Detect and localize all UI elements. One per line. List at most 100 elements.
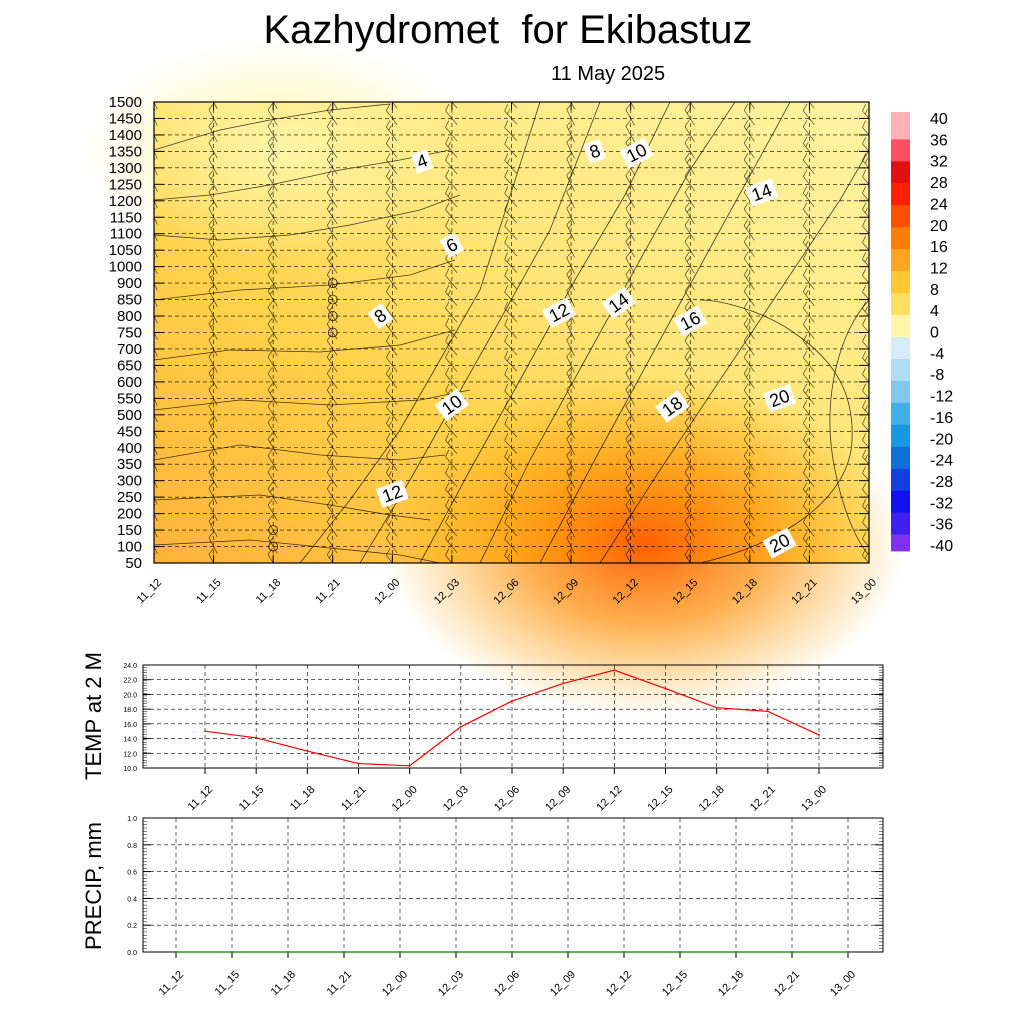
barb-flag [746,125,750,131]
barb-flag [386,186,391,193]
barb-flag [267,366,273,374]
wind-barb [684,185,695,208]
data-point [357,762,360,765]
wind-barb [625,169,635,192]
colorbar-swatch [891,117,910,124]
barb-staff [326,472,338,488]
barb-flag [210,520,215,525]
colorbar-label: 8 [930,282,939,299]
wind-barb [743,120,755,142]
barb-flag [625,416,631,423]
barb-flag [504,120,509,128]
barb-staff [154,422,158,439]
barb-staff [743,102,755,109]
barb-flag [504,186,509,194]
colorbar-swatch [891,227,910,234]
barb-flag [568,421,573,427]
plot-frame [142,817,884,953]
x-tick-label: 12_03 [441,784,471,814]
wind-barb [386,268,398,290]
barb-flag [743,120,749,127]
contour-label: 14 [745,178,779,207]
barb-staff [566,323,575,340]
barb-flag [684,465,690,473]
barb-staff [386,291,398,307]
barb-flag [743,350,749,358]
wind-barb [625,515,635,538]
barb-flag [625,515,631,522]
data-point [231,951,233,953]
barb-flag [386,515,391,523]
wind-barb [386,350,398,373]
barb-flag [208,268,214,275]
colorbar-swatch [891,221,910,228]
colorbar-label: 12 [930,260,948,277]
barb-flag [862,416,867,424]
wind-barb [208,202,218,225]
barb-flag [684,235,690,242]
wind-barb [743,251,755,274]
colorbar-swatch [891,331,910,338]
wind-barb [326,531,338,554]
colorbar-label: 4 [930,303,939,320]
colorbar-swatch [891,358,910,365]
wind-barb [802,186,815,208]
colorbar-swatch [891,507,910,513]
wind-barb [743,449,755,471]
barb-flag [445,103,450,111]
colorbar-swatch [891,413,910,420]
isotherm-closed [829,299,869,556]
barb-flag [684,334,690,341]
contour-label-bg [583,139,607,164]
barb-staff [504,489,518,504]
barb-flag [743,251,749,259]
wind-barb [625,218,635,241]
colorbar-swatch [891,435,910,442]
wind-barb [267,218,278,241]
barb-flag [208,548,214,555]
barb-flag [625,218,631,226]
wind-barb [267,498,278,521]
isotherm [154,259,456,301]
colorbar-swatch [891,254,910,261]
wind-barb [802,449,815,471]
barb-staff [625,471,635,488]
wind-barb [326,367,338,389]
barb-staff [504,110,518,125]
wind-barb [802,367,815,389]
barb-staff [862,407,869,422]
barb-flag [267,498,273,506]
barb-staff [625,323,635,340]
barb-staff [208,455,218,472]
wind-barb [386,136,398,158]
barb-staff [445,472,458,488]
colorbar-swatch [891,430,910,437]
barb-staff [862,324,869,339]
barb-flag [507,356,511,362]
barb-staff [326,538,338,554]
wind-barb [684,449,695,472]
barb-staff [208,191,218,209]
barb-staff [386,357,398,373]
barb-flag [329,306,333,312]
data-point [562,682,565,685]
wind-barb [267,432,278,455]
barb-flag [208,136,214,143]
isotherm [419,102,671,563]
wind-barb [504,318,518,339]
barb-staff [625,340,635,357]
barb-flag [862,136,867,144]
barb-flag [684,218,690,226]
barb-flag [684,531,690,539]
wind-barb [625,202,635,225]
colorbar-label: 40 [930,111,948,128]
colorbar-label: -20 [930,431,953,448]
x-tick-label: 12_06 [492,969,522,999]
wind-barb [504,548,518,563]
y-tick-label: 0.8 [127,843,137,850]
barb-staff [386,521,398,537]
wind-barb [625,268,635,291]
colorbar-swatch [891,518,910,524]
barb-staff [445,324,458,339]
isotherm [154,444,446,461]
